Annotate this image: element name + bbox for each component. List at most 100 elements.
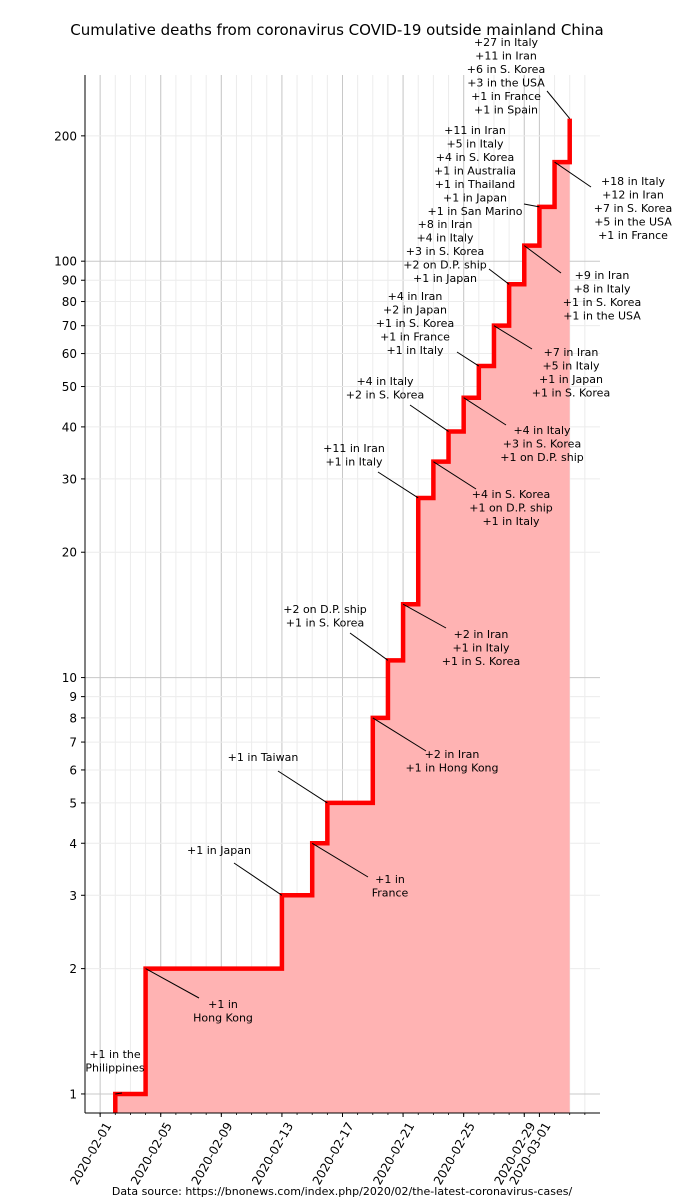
chart-title: Cumulative deaths from coronavirus COVID… [70,21,603,39]
annotation-line: +1 in Japan [443,192,507,205]
annotation-leader [372,717,427,752]
y-tick-label: 100 [54,255,77,269]
annotation-label: +4 in S. Korea +1 on D.P. ship +1 in Italy [469,488,553,528]
annotation-line: +1 in Italy [452,642,510,655]
annotation-line: +1 in Spain [474,104,538,117]
annotation-line: +2 in S. Korea [346,389,424,402]
annotation-line: +1 in Thailand [435,178,515,191]
annotation-leader [523,203,540,208]
annotation-line: Hong Kong [193,1012,253,1025]
annotation-label: +9 in Iran +8 in Italy +1 in S. Korea +1 in… [563,269,641,323]
area-fill-path [115,118,570,1114]
annotation-line: +7 in S. Korea [594,202,672,215]
annotation-line: +8 in Iran [418,218,473,231]
annotation-leader [523,245,562,274]
annotation-line: +1 in S. Korea [532,387,610,400]
annotation-label: +2 in Iran +1 in Hong Kong [405,748,498,775]
annotation-line: +1 in Hong Kong [405,762,498,775]
annotation-leader [546,90,571,119]
annotation-line: +1 in S. Korea [376,317,454,330]
annotation-leader [463,397,507,426]
y-tick-label: 6 [69,763,77,777]
annotation-line: +12 in Iran [602,189,664,202]
annotation-label: +2 in Iran +1 in Italy +1 in S. Korea [442,628,520,668]
y-tick-label: 30 [62,472,77,486]
annotation-label: +4 in Iran +2 in Japan +1 in S. Korea +1 in… [376,290,454,357]
y-tick-label: 3 [69,889,77,903]
annotation-line: +1 in Taiwan [228,751,299,764]
annotation-leader [311,842,369,878]
annotation-leader [402,603,447,629]
annotation-line: +3 in the USA [467,77,545,90]
data-source: Data source: https://bnonews.com/index.p… [112,1185,573,1198]
annotation-line: +1 in S. Korea [442,655,520,668]
x-tick-label: 2020-02-01 [67,1120,114,1187]
annotation-line: +9 in Iran [575,269,630,282]
annotation-line: +5 in Italy [542,360,600,373]
annotation-line: +6 in S. Korea [467,63,545,76]
annotation-label: +11 in Iran +1 in Italy [323,442,385,469]
annotation-label: +1 in Taiwan [228,751,299,764]
annotation-leader [277,770,328,804]
annotation-line: +1 in France [380,331,450,344]
annotation-label: +1 in France [372,873,409,900]
annotation-line: +2 on D.P. ship [403,259,487,272]
y-tick-label: 70 [62,319,77,333]
y-tick-label: 80 [62,295,77,309]
annotation-label: +4 in Italy +2 in S. Korea [346,375,424,402]
x-tick-label: 2020-02-09 [189,1120,236,1187]
annotation-line: +1 in San Marino [428,205,523,218]
annotation-label: +7 in Iran +5 in Italy +1 in Japan +1 in S.… [532,346,610,400]
annotations: +1 in the Philippines +1 in Hong Kong +1 in … [85,36,672,1095]
annotation-line: +3 in S. Korea [503,438,581,451]
y-tick-label: 40 [62,420,77,434]
y-tick-label: 90 [62,274,77,288]
y-tick-label: 7 [69,736,77,750]
annotation-line: +7 in Iran [544,346,599,359]
annotation-line: +1 on D.P. ship [500,451,584,464]
annotation-line: +1 in the USA [563,310,641,323]
annotation-leader [409,404,449,432]
annotation-label: +8 in Iran +4 in Italy +3 in S. Korea +2 on… [403,218,487,285]
annotation-leader [377,471,419,499]
y-tick-label: 9 [69,690,77,704]
annotation-line: +1 in Japan [187,844,251,857]
y-tick-label: 2 [69,962,77,976]
annotation-line: +2 in Iran [425,748,480,761]
annotation-line: +1 in Japan [539,373,603,386]
annotation-line: +2 in Iran [454,628,509,641]
annotation-leader [554,161,592,188]
annotation-line: +4 in Italy [356,375,414,388]
annotation-label: +1 in Hong Kong [193,998,253,1025]
annotation-line: +4 in Italy [416,232,474,245]
annotation-line: +1 in the [89,1048,141,1061]
annotation-leader [433,461,477,490]
x-tick-label: 2020-02-21 [370,1120,417,1187]
annotation-line: +1 in [208,998,238,1011]
annotation-line: +4 in Italy [513,424,571,437]
annotation-leader [456,351,480,367]
annotation-label: +18 in Italy +12 in Iran +7 in S. Korea +5 … [594,175,672,242]
annotation-label: +11 in Iran +5 in Italy +4 in S. Korea +1 i… [428,124,523,218]
area-fill [115,118,570,1114]
annotation-line: +5 in the USA [594,216,672,229]
annotation-line: +4 in Iran [388,290,443,303]
annotation-line: France [372,887,409,900]
annotation-leader [349,632,389,661]
annotation-line: +3 in S. Korea [406,245,484,258]
annotation-label: +1 in Japan [187,844,251,857]
annotation-line: +1 in S. Korea [563,296,641,309]
y-tick-label: 20 [62,546,77,560]
annotation-line: +1 in France [471,90,541,103]
x-tick-label: 2020-02-17 [310,1120,357,1187]
annotation-line: Philippines [85,1062,145,1075]
annotation-line: +18 in Italy [601,175,666,188]
x-tick-label: 2020-02-25 [431,1120,478,1187]
y-tick-label: 8 [69,711,77,725]
annotation-line: +1 in Italy [325,456,383,469]
annotation-line: +8 in Italy [573,283,631,296]
annotation-line: +1 in Italy [386,344,444,357]
y-tick-label: 10 [62,671,77,685]
annotation-line: +1 in Japan [413,272,477,285]
annotation-line: +1 in France [598,229,668,242]
